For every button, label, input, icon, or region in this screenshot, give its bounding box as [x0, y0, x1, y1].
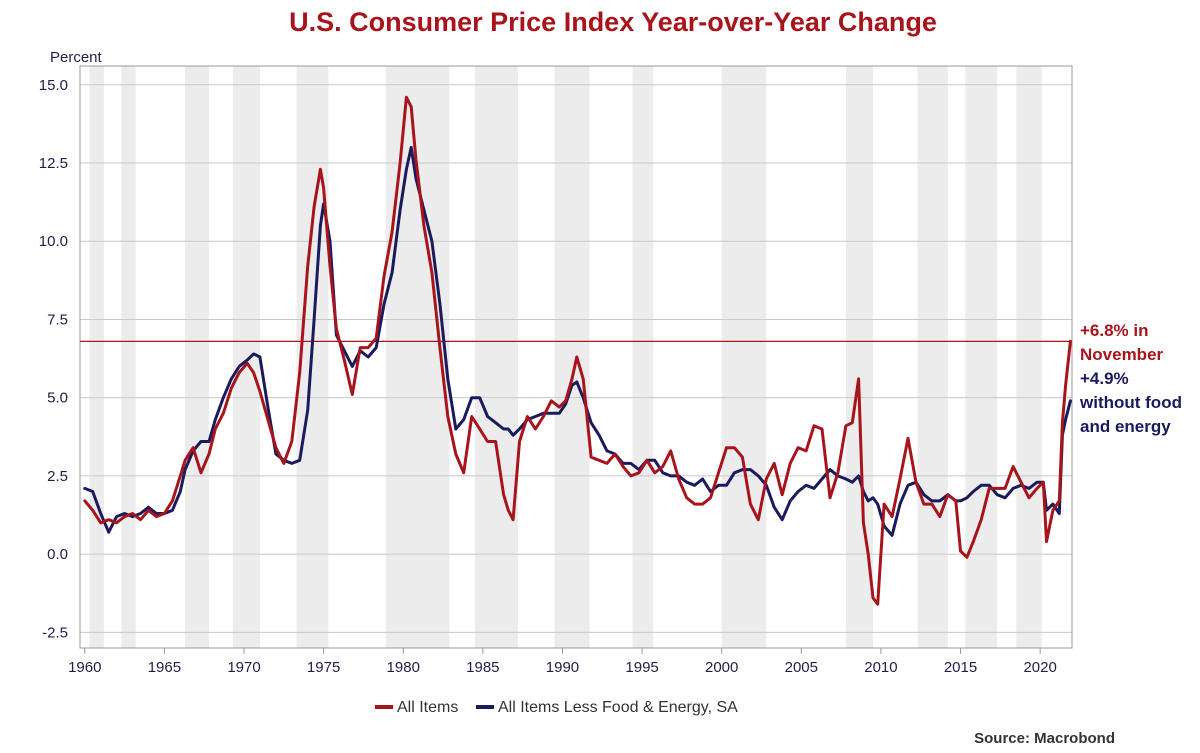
y-axis-ticks: 15.0 12.5 10.0 7.5 5.0 2.5 0.0 -2.5 — [39, 77, 68, 642]
series-line-core — [83, 145, 1072, 537]
y-tick-label-1: 12.5 — [39, 155, 68, 172]
x-tick-label-4: 1980 — [387, 659, 420, 676]
y-tick-label-3: 7.5 — [47, 311, 68, 328]
source-note: Source: Macrobond — [974, 730, 1115, 747]
annotation-1-line-0: +4.9% — [1080, 369, 1129, 388]
shaded-period-2 — [185, 66, 209, 648]
y-tick-label-5: 2.5 — [47, 468, 68, 485]
shaded-period-11 — [917, 66, 948, 648]
x-tick-label-7: 1995 — [625, 659, 658, 676]
y-tick-label-2: 10.0 — [39, 233, 68, 250]
y-tick-label-0: 15.0 — [39, 77, 68, 94]
recession-shading — [89, 66, 1042, 648]
chart-title: U.S. Consumer Price Index Year-over-Year… — [289, 7, 937, 37]
x-tick-label-1: 1965 — [148, 659, 181, 676]
shaded-period-13 — [1016, 66, 1042, 648]
y-tick-label-6: 0.0 — [47, 546, 68, 563]
x-tick-label-0: 1960 — [68, 659, 101, 676]
legend-label-all-items: All Items — [397, 699, 458, 716]
annotation-1-line-2: and energy — [1080, 417, 1171, 436]
legend: All Items All Items Less Food & Energy, … — [375, 699, 738, 716]
plot-frame — [79, 65, 1073, 649]
shaded-period-3 — [232, 66, 260, 648]
series-lines — [83, 95, 1072, 606]
x-tick-label-9: 2005 — [785, 659, 818, 676]
series-line-all-items — [83, 95, 1072, 606]
shaded-period-9 — [721, 66, 767, 648]
annotation-0-line-1: November — [1080, 345, 1164, 364]
x-tick-label-6: 1990 — [546, 659, 579, 676]
y-tick-label-7: -2.5 — [42, 624, 68, 641]
shaded-period-7 — [554, 66, 590, 648]
x-tick-label-12: 2020 — [1023, 659, 1056, 676]
y-tick-label-4: 5.0 — [47, 390, 68, 407]
annotation-1-line-1: without food — [1079, 393, 1182, 412]
x-tick-label-10: 2010 — [864, 659, 897, 676]
annotations: +6.8% in November +4.9% without food and ene… — [1079, 321, 1182, 436]
shaded-period-0 — [89, 66, 104, 648]
legend-label-core: All Items Less Food & Energy, SA — [498, 699, 738, 716]
shaded-period-6 — [474, 66, 518, 648]
x-tick-label-8: 2000 — [705, 659, 738, 676]
gridlines — [80, 84, 1072, 633]
shaded-period-1 — [121, 66, 136, 648]
x-tick-label-11: 2015 — [944, 659, 977, 676]
annotation-0-line-0: +6.8% in — [1080, 321, 1149, 340]
shaded-period-12 — [965, 66, 998, 648]
x-tick-label-2: 1970 — [227, 659, 260, 676]
shaded-period-8 — [632, 66, 654, 648]
y-axis-label: Percent — [50, 49, 103, 66]
x-tick-label-5: 1985 — [466, 659, 499, 676]
x-axis-ticks: 1960 1965 1970 1975 1980 1985 1990 1995 2000 2005… — [68, 648, 1057, 676]
x-tick-label-3: 1975 — [307, 659, 340, 676]
